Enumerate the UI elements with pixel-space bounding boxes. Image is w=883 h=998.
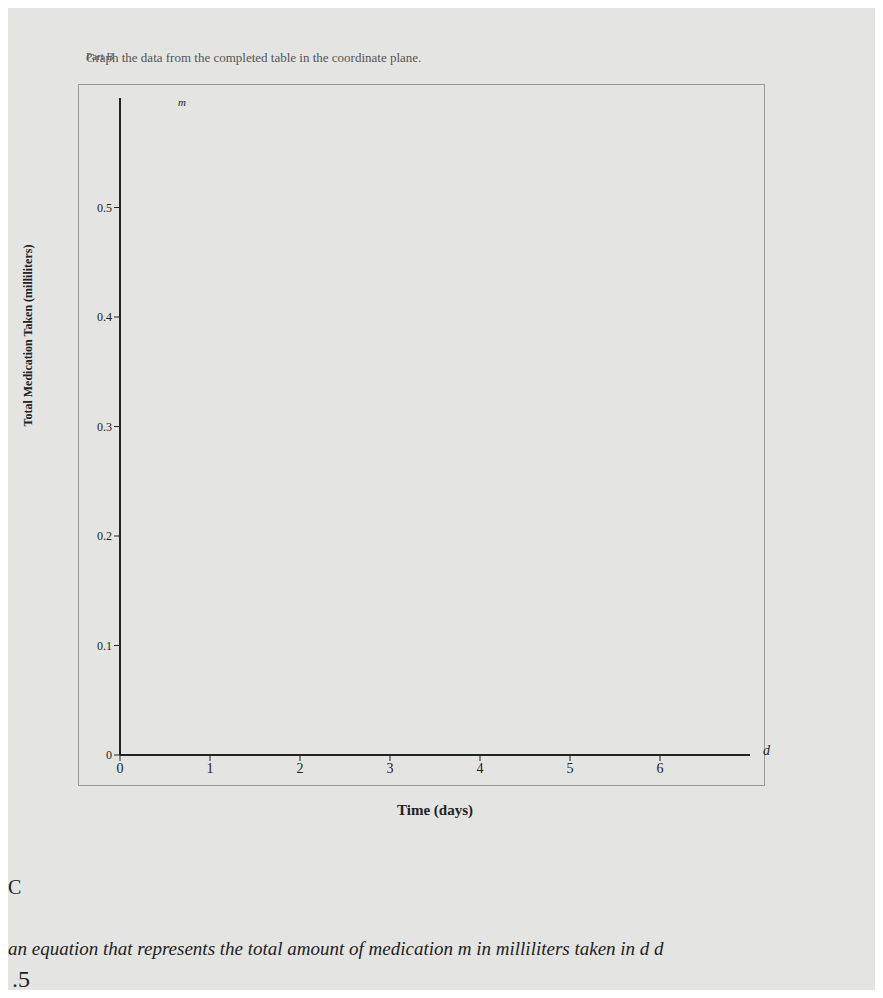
html-text:C: C <box>8 876 22 898</box>
svg-text:0.4: 0.4 <box>97 310 112 324</box>
svg-text:1: 1 <box>207 761 214 776</box>
svg-text:4: 4 <box>477 761 484 776</box>
html-text:m: m <box>178 96 186 108</box>
svg-text:3: 3 <box>387 761 394 776</box>
svg-text:5: 5 <box>567 761 574 776</box>
html-text:Part B: Part B <box>86 50 114 62</box>
html-text:Graph the data from the comple: Graph the data from the completed table … <box>86 50 422 65</box>
svg-text:0.1: 0.1 <box>97 639 112 653</box>
svg-text:Time (days): Time (days) <box>397 802 473 819</box>
svg-text:0: 0 <box>106 748 112 762</box>
svg-text:0.5: 0.5 <box>97 201 112 215</box>
svg-text:0.3: 0.3 <box>97 420 112 434</box>
html-text:d: d <box>763 743 770 758</box>
svg-text:Total Medication Taken (millil: Total Medication Taken (milliliters) <box>21 245 35 427</box>
svg-text:6: 6 <box>657 761 664 776</box>
html-text:an equation that represents th: an equation that represents the total am… <box>8 938 664 959</box>
svg-text:2: 2 <box>297 761 304 776</box>
svg-text:0: 0 <box>117 761 124 776</box>
svg-text:0.2: 0.2 <box>97 529 112 543</box>
